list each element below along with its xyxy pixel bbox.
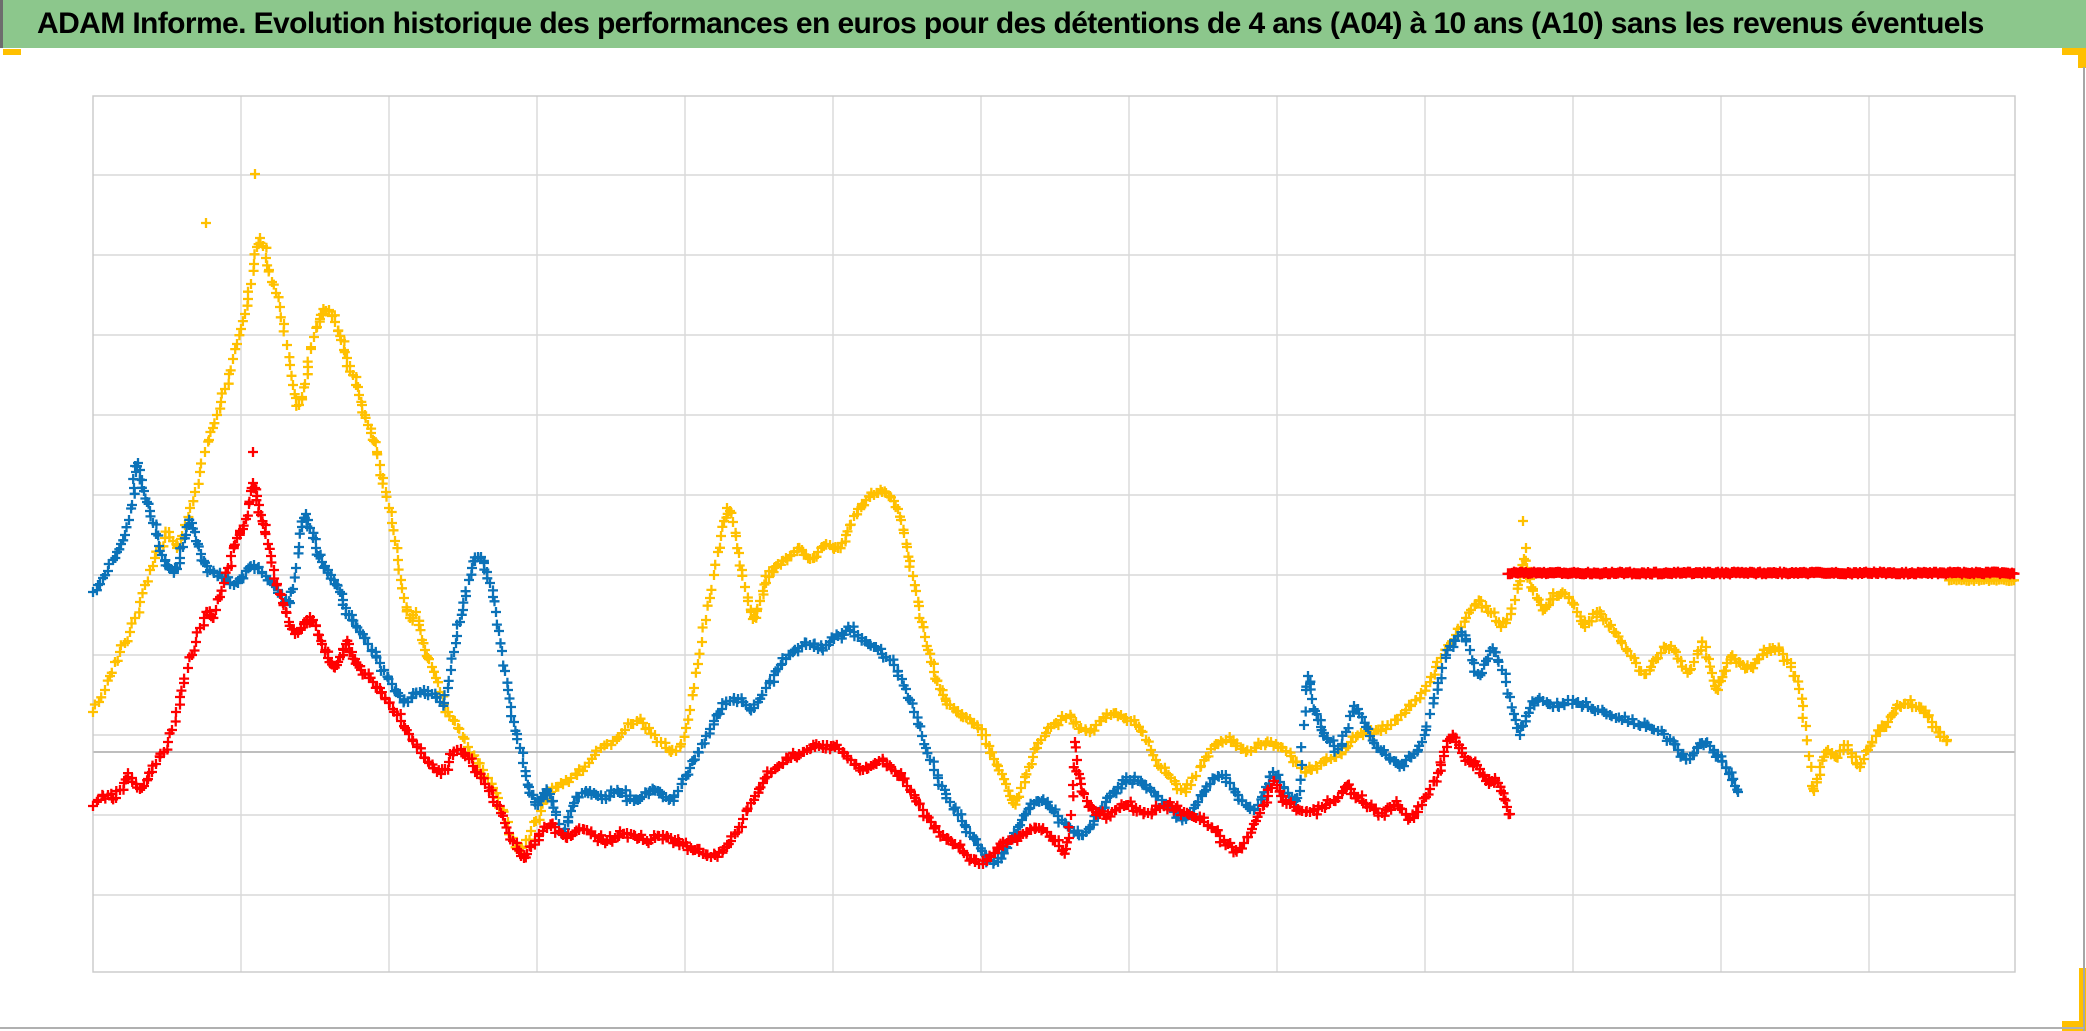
corner-mark-top-left [3,49,21,55]
page-title: ADAM Informe. Evolution historique des p… [37,7,1984,40]
corner-mark-bottom-right [2062,1021,2086,1031]
corner-mark-top-right [2062,48,2086,55]
slide-edge-bottom [0,1027,2084,1029]
series-red-markers [88,447,2020,869]
corner-mark-bottom-right-vertical [2079,968,2086,1031]
plot-area-border [92,95,2016,973]
header-left-edge [0,0,3,48]
corner-mark-top-right-vertical [2078,48,2086,68]
series-blue-markers [88,458,1743,869]
header-banner[interactable]: ADAM Informe. Evolution historique des p… [0,0,2086,48]
slide-edge-right [2083,67,2085,1031]
